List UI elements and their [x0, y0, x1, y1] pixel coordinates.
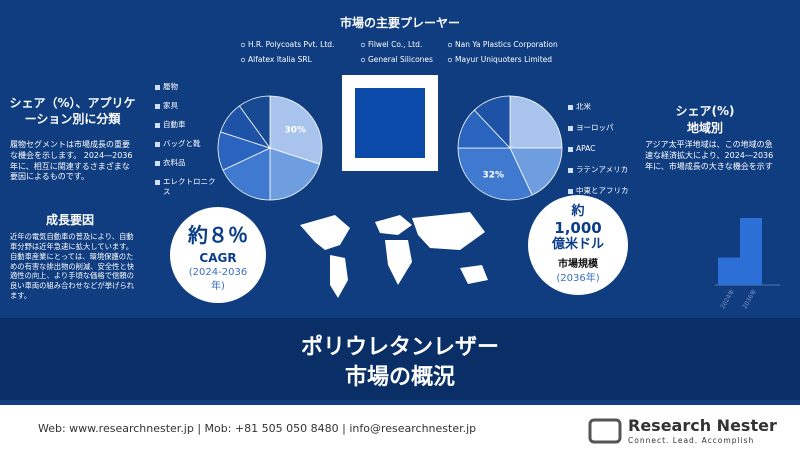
legend-label: バッグと靴 — [163, 139, 201, 148]
application-title: シェア（%）、アプリケーション別に分類 — [9, 96, 136, 127]
legend-label: ヨーロッパ — [576, 123, 614, 132]
player-name: Alfatex Italia SRL — [248, 55, 312, 64]
legend-swatch — [155, 104, 160, 109]
legend-swatch — [155, 142, 160, 147]
player-name: H.R. Polycoats Pvt. Ltd. — [248, 40, 335, 49]
logo-icon — [588, 418, 622, 444]
bullet — [360, 42, 366, 48]
main-subtitle: 市場の概況 — [344, 365, 455, 390]
cagr-value: 約８％ — [188, 223, 248, 247]
pie-label: 30% — [284, 126, 306, 136]
bullet — [360, 57, 366, 63]
center-box-inner — [355, 88, 425, 158]
bullet — [447, 57, 453, 63]
bar — [740, 218, 762, 285]
legend-swatch — [155, 161, 160, 166]
legend-swatch — [155, 180, 160, 185]
pie-slice — [509, 147, 563, 196]
bar-label: 2024年 — [718, 288, 736, 310]
cagr-label: CAGR — [199, 251, 237, 265]
pie-slice — [222, 147, 271, 201]
application-description: 履物セグメントは市場成長の重要な機会を示します。 2024―2036年に、相互に… — [10, 140, 133, 182]
legend-label: APAC — [576, 144, 596, 153]
pie-slice — [509, 95, 563, 149]
player-name: Filwel Co., Ltd. — [368, 40, 423, 49]
main-title: ポリウレタンレザー — [300, 335, 499, 360]
brand: Research Nester — [628, 416, 777, 435]
player-name: General Silicones — [368, 55, 433, 64]
size-prefix: 約 — [571, 204, 585, 219]
world-map — [300, 212, 488, 298]
pie-slice — [457, 147, 533, 201]
footer-band — [0, 405, 800, 450]
size-year: (2036年) — [556, 273, 600, 284]
legend-swatch — [155, 123, 160, 128]
size-label: 市場規模 — [558, 259, 598, 270]
bullet — [240, 42, 246, 48]
pie-slice — [269, 95, 323, 165]
legend-label: 履物 — [163, 82, 178, 91]
legend-swatch — [155, 85, 160, 90]
legend-label: 衣料品 — [163, 158, 186, 167]
region-description: アジア太平洋地域は、この地域の急速な経済拡大により、2024―2036年に、市場… — [645, 140, 774, 171]
growth-title: 成長要因 — [45, 213, 94, 227]
size-unit: 億米ドル — [551, 237, 604, 252]
pie-slice — [473, 95, 511, 150]
bullet — [240, 57, 246, 63]
legend-swatch — [568, 147, 573, 152]
legend-swatch — [568, 105, 573, 110]
region-subtitle: 地域別 — [686, 121, 723, 135]
legend-swatch — [568, 168, 573, 173]
bullet — [447, 42, 453, 48]
legend-label: エレクトロニクス — [163, 177, 216, 197]
legend-label: 家具 — [163, 101, 178, 110]
legend-swatch — [568, 126, 573, 131]
bar-label: 2036年 — [740, 288, 758, 310]
legend-label: 中東とアフリカ — [576, 186, 629, 195]
title-band — [0, 318, 800, 400]
legend-label: ラテンアメリカ — [576, 165, 629, 174]
legend-swatch — [568, 189, 573, 194]
market-size-circle — [528, 195, 628, 295]
players-title: 市場の主要プレーヤー — [339, 16, 460, 30]
cagr-circle — [170, 207, 266, 303]
pie-slice — [269, 147, 320, 201]
contact: Web: www.researchnester.jp | Mob: +81 50… — [38, 422, 477, 435]
cagr-period: (2024-2036年) — [188, 267, 248, 292]
growth-text: 近年の電気自動車の普及により、自動車分野は近年急速に拡大しています。自動車産業に… — [10, 232, 135, 301]
pie-slice — [238, 95, 271, 150]
legend-label: 自動車 — [163, 120, 186, 129]
bar — [718, 257, 740, 285]
tagline: Connect. Lead. Accomplish — [628, 436, 755, 445]
legend-label: 北米 — [576, 102, 591, 111]
pie-label: 32% — [483, 170, 505, 180]
player-name: Mayur Uniquoters Limited — [455, 55, 553, 64]
size-value: 1,000 — [554, 219, 602, 237]
region-title: シェア(%) — [675, 104, 735, 118]
player-name: Nan Ya Plastics Corporation — [455, 40, 558, 49]
